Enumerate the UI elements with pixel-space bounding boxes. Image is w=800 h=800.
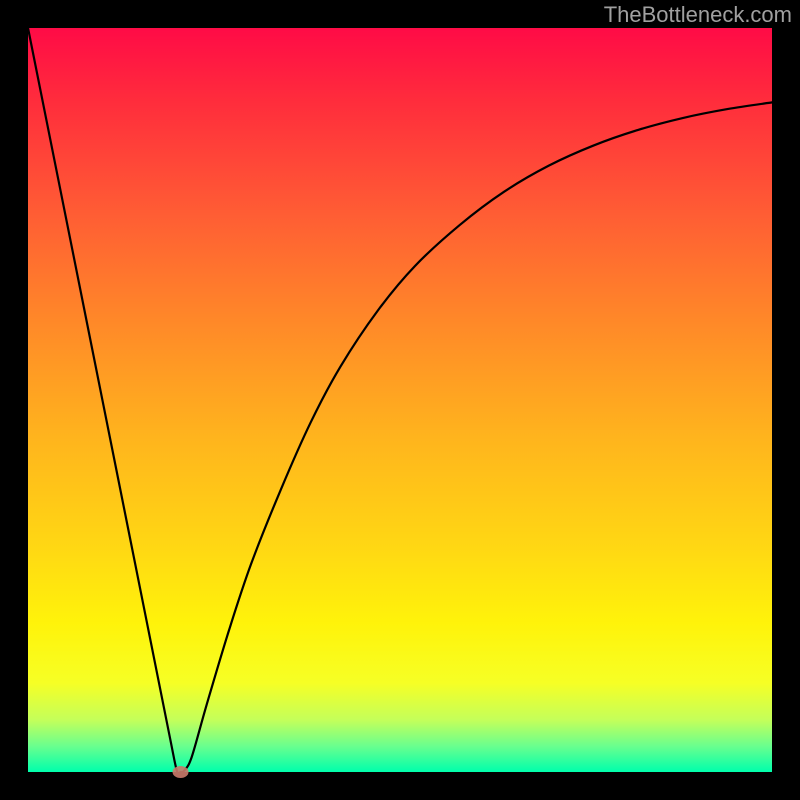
chart-container: { "watermark": { "text": "TheBottleneck.… [0, 0, 800, 800]
minimum-marker [173, 766, 189, 778]
bottleneck-curve [28, 28, 772, 774]
watermark-text: TheBottleneck.com [604, 2, 792, 28]
curve-layer [28, 28, 772, 772]
plot-area [28, 28, 772, 772]
